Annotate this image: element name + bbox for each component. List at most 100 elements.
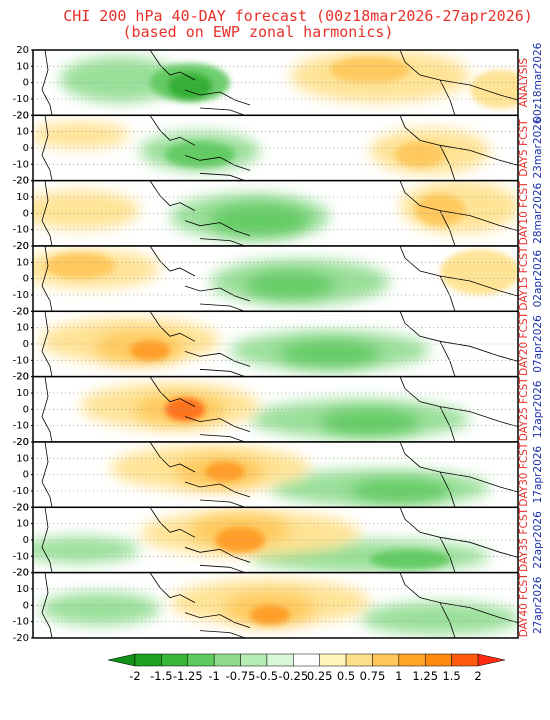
colorbar-label: 1 xyxy=(395,669,402,683)
y-tick-label: -20 xyxy=(13,306,29,317)
coastline xyxy=(184,546,251,563)
coastline xyxy=(41,180,53,246)
y-tick-label: -20 xyxy=(13,110,29,121)
colorbar-bin xyxy=(372,653,400,667)
y-tick-label: 20 xyxy=(16,110,29,121)
y-tick-label: -10 xyxy=(13,225,29,236)
anomaly xyxy=(350,479,450,503)
coastline xyxy=(439,79,456,116)
y-tick-label: 0 xyxy=(23,535,29,546)
panels: 20 10 0 -10 -20 ANALYSIS 00z18mar2026 20 10 0 -10 -… xyxy=(13,42,544,644)
panel-label: ANALYSIS xyxy=(518,58,530,108)
colorbar-bin xyxy=(187,653,215,667)
panel-label: DAY30 FCST xyxy=(518,442,530,506)
anomaly xyxy=(415,193,465,227)
panel-label: DAY5 FCST xyxy=(518,119,530,177)
colorbar-label: 1.5 xyxy=(442,669,460,683)
coastline xyxy=(439,341,456,377)
y-tick-label: -20 xyxy=(13,241,29,252)
colorbar-label: 0.25 xyxy=(307,669,333,683)
anomaly xyxy=(33,121,130,148)
y-tick-label: 10 xyxy=(16,453,29,464)
coastline xyxy=(199,238,246,246)
colorbar-label: 2 xyxy=(474,669,481,683)
coastline xyxy=(149,507,196,538)
y-tick-label: -20 xyxy=(13,372,29,383)
colorbar-label: 0.5 xyxy=(337,669,355,683)
subtitle: (based on EWP zonal harmonics) xyxy=(123,23,394,41)
colorbar-bin xyxy=(345,653,373,667)
colorbar-bin xyxy=(293,653,320,667)
panel: 20 10 0 -10 -20 DAY5 FCST 23mar2026 xyxy=(13,110,544,186)
anomaly xyxy=(245,272,335,299)
coastline xyxy=(41,376,53,442)
coastline xyxy=(41,115,53,181)
anomaly xyxy=(280,340,380,367)
coastline xyxy=(149,572,196,603)
coastline xyxy=(184,416,251,433)
coastline xyxy=(41,50,53,116)
panel-label: DAY15 FCST xyxy=(518,246,530,310)
anomaly xyxy=(33,536,140,563)
anomaly xyxy=(370,549,450,570)
coastline xyxy=(199,172,246,181)
panel: 20 10 0 -10 -20 DAY30 FCST 17apr2026 xyxy=(13,437,544,513)
panel: 20 10 0 -10 -20 DAY20 FCST 07apr2026 xyxy=(13,306,544,382)
anomaly xyxy=(395,141,445,168)
panel: 20 10 0 -10 -20 DAY25 FCST 12apr2026 xyxy=(13,372,544,448)
coastline xyxy=(149,245,196,277)
y-tick-label: 10 xyxy=(16,388,29,399)
panel-label: DAY25 FCST xyxy=(518,377,530,441)
coastline xyxy=(199,368,246,377)
anomaly xyxy=(165,141,235,168)
colorbar-bin xyxy=(213,653,241,667)
title: CHI 200 hPa 40-DAY forecast (00z18mar202… xyxy=(63,7,533,25)
shading xyxy=(33,180,518,246)
coastline xyxy=(184,285,251,302)
panel-label: DAY20 FCST xyxy=(518,311,530,375)
y-tick-label: 20 xyxy=(16,241,29,252)
coastline xyxy=(199,564,246,573)
shading xyxy=(33,311,518,377)
coastline xyxy=(184,154,251,171)
y-tick-label: 20 xyxy=(16,568,29,579)
coastline xyxy=(439,406,456,442)
y-tick-label: -10 xyxy=(13,421,29,432)
anomaly xyxy=(205,461,245,482)
coastline xyxy=(149,441,196,473)
panel: 20 10 0 -10 -20 DAY15 FCST 02apr2026 xyxy=(13,241,544,317)
colorbar-bin xyxy=(398,653,426,667)
anomaly xyxy=(210,203,310,237)
y-tick-label: -10 xyxy=(13,486,29,497)
coastline xyxy=(41,441,53,508)
y-tick-label: 10 xyxy=(16,127,29,138)
coastline xyxy=(199,107,246,116)
colorbar-label: -2 xyxy=(129,669,140,683)
y-tick-label: 20 xyxy=(16,45,29,56)
coastline xyxy=(41,245,53,312)
panel-date: 17apr2026 xyxy=(532,446,544,504)
y-tick-label: 10 xyxy=(16,323,29,334)
y-tick-label: 10 xyxy=(16,584,29,595)
y-tick-label: -10 xyxy=(13,290,29,301)
coastline xyxy=(184,612,251,629)
colorbar-label: -0.5 xyxy=(256,669,278,683)
colorbar-label: 0.75 xyxy=(360,669,386,683)
shading xyxy=(33,572,518,638)
y-tick-label: 10 xyxy=(16,192,29,203)
y-tick-label: 0 xyxy=(23,339,29,350)
colorbar-bin xyxy=(240,653,268,667)
coastline xyxy=(439,145,456,181)
y-tick-label: -10 xyxy=(13,551,29,562)
panel: 20 10 0 -10 -20 DAY40 FCST 27apr2026 xyxy=(13,568,544,644)
coastline xyxy=(149,180,196,212)
y-tick-label: -20 xyxy=(13,437,29,448)
anomaly xyxy=(440,249,518,295)
coastline xyxy=(184,89,251,106)
coastline xyxy=(199,434,246,442)
y-tick-label: 10 xyxy=(16,519,29,530)
y-tick-label: 0 xyxy=(23,274,29,285)
colorbar-label: -0.75 xyxy=(226,669,256,683)
panel-date: 22apr2026 xyxy=(532,511,544,569)
